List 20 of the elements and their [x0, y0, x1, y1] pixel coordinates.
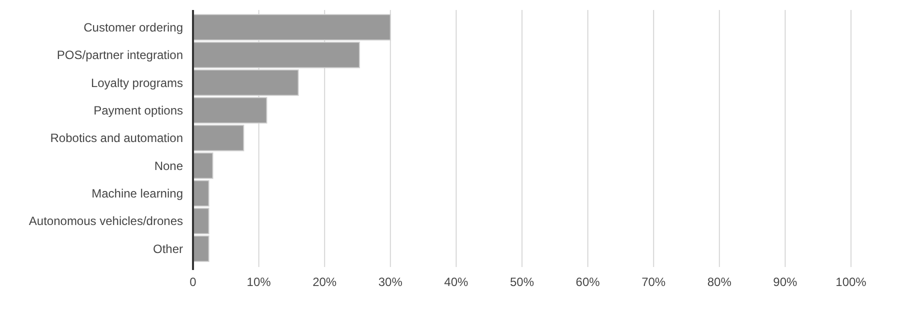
y-tick-label: Customer ordering — [84, 20, 183, 34]
x-tick-label: 70% — [642, 275, 666, 289]
y-tick-label: Robotics and automation — [50, 131, 183, 146]
x-tick-label: 10% — [246, 275, 272, 289]
y-tick-label: Loyalty programs — [90, 76, 183, 90]
x-tick-label: 20% — [312, 275, 337, 289]
y-tick-label: Other — [152, 242, 183, 256]
y-tick-label: None — [154, 158, 184, 173]
x-tick-label: 30% — [378, 275, 403, 289]
x-tick-label: 100% — [836, 275, 867, 289]
x-tick-label: 50% — [510, 275, 534, 289]
y-tick-label: Machine learning — [92, 186, 183, 201]
y-tick-label: POS/partner integration — [56, 48, 183, 62]
x-tick-label: 0 — [190, 275, 197, 289]
x-tick-label: 90% — [773, 275, 798, 289]
x-tick-label: 80% — [707, 275, 732, 289]
y-tick-label: Payment options — [94, 104, 183, 118]
x-tick-label: 40% — [444, 275, 469, 289]
x-tick-label: 60% — [576, 275, 600, 289]
y-tick-label: Autonomous vehicles/drones — [28, 214, 183, 228]
